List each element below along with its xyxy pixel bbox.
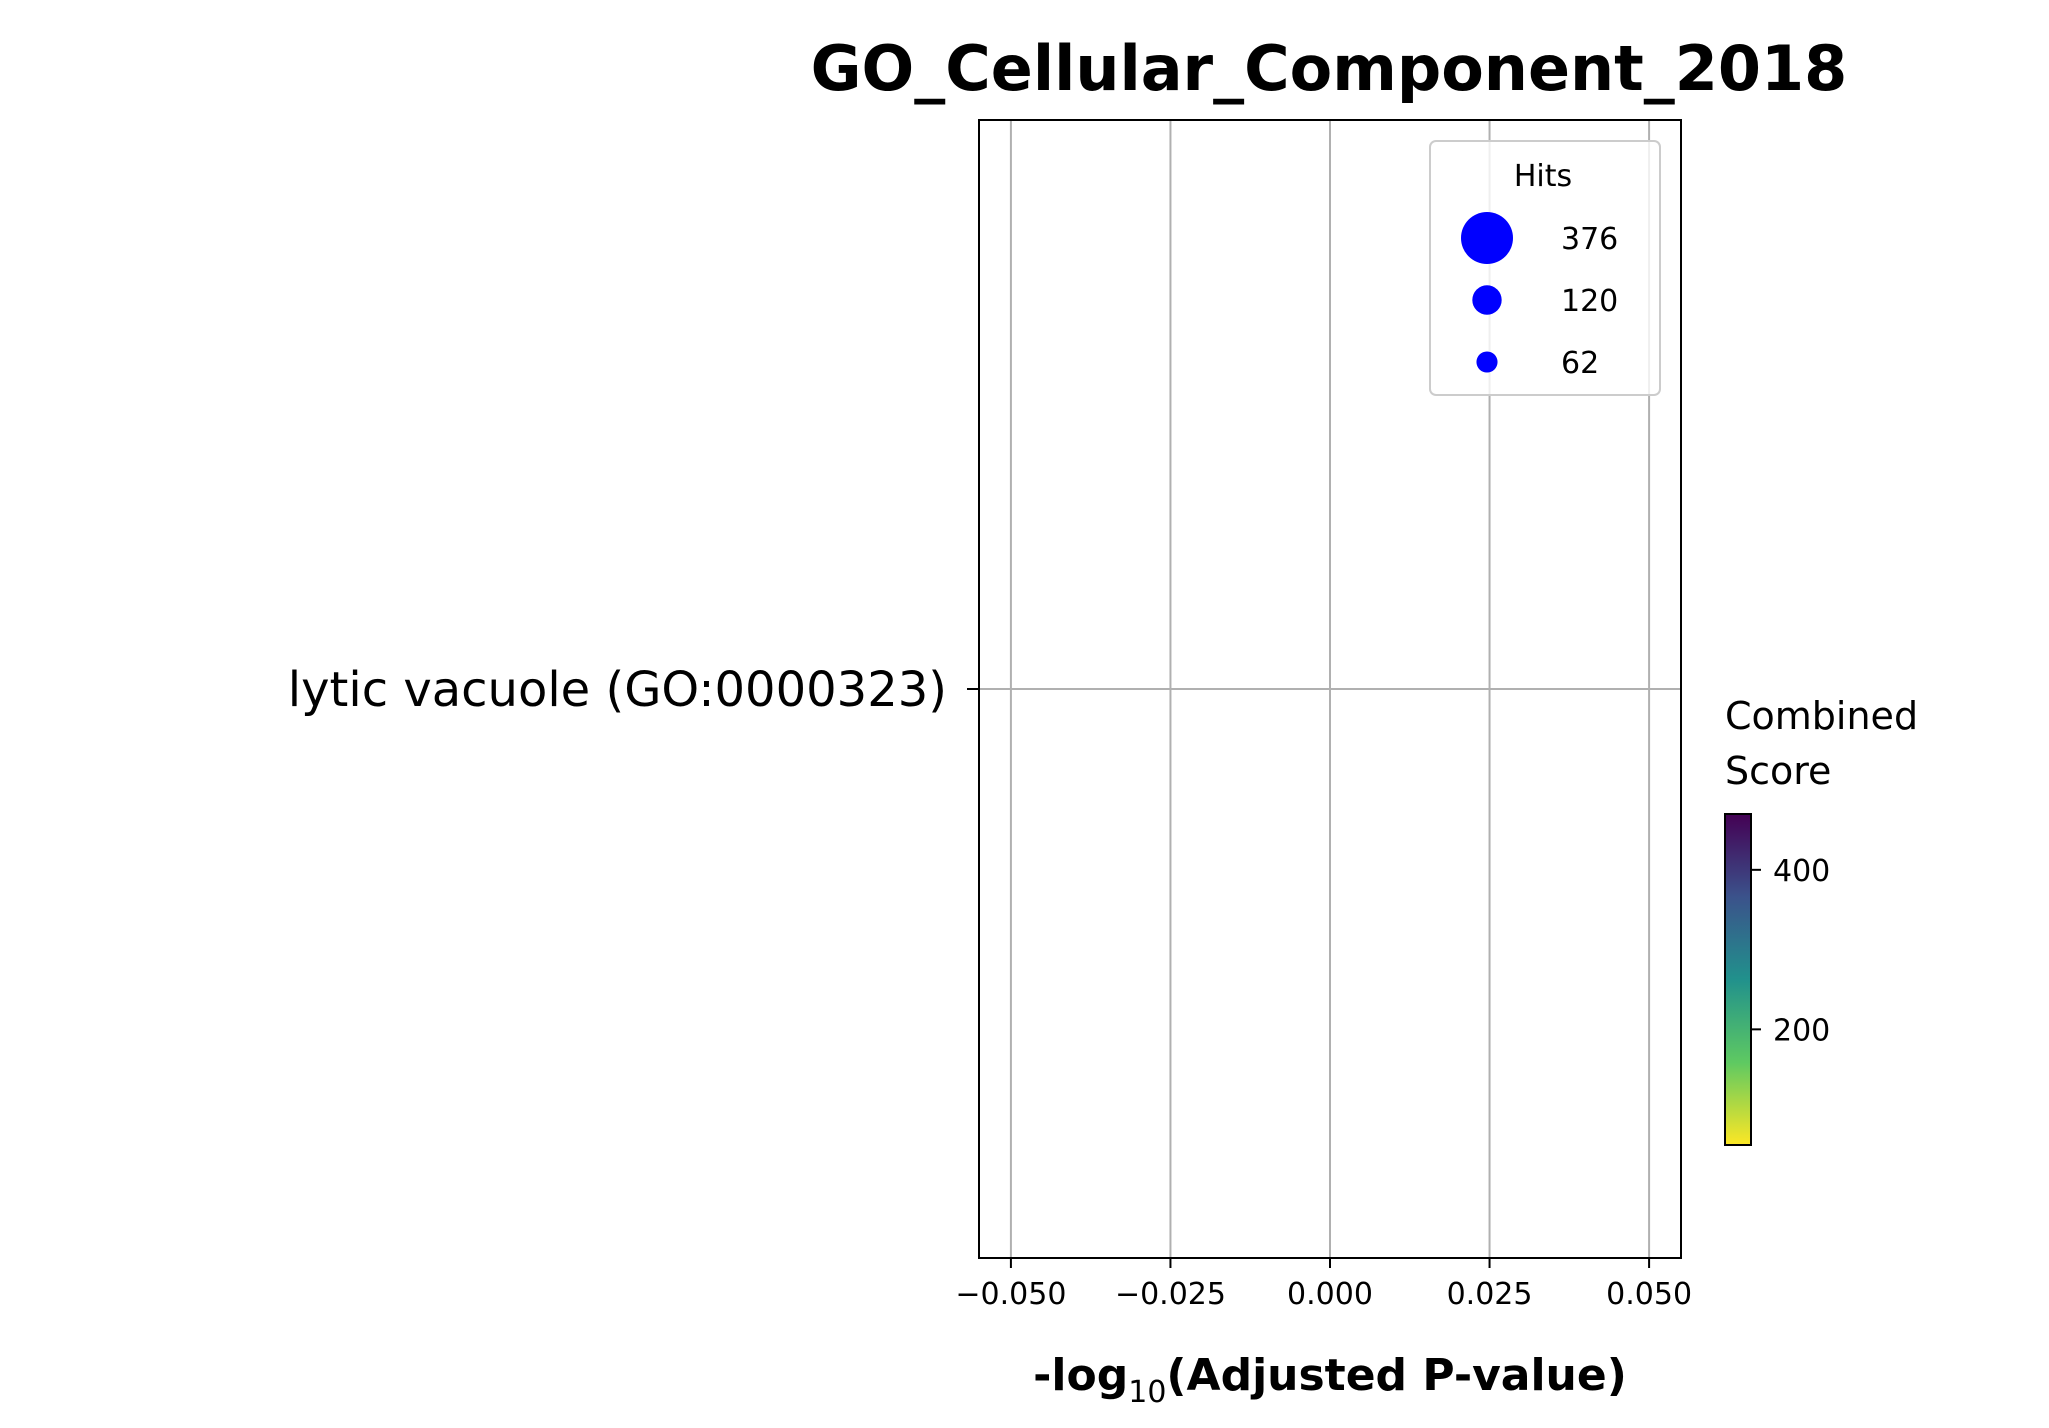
legend-marker: [1476, 351, 1498, 373]
x-tick-label: −0.050: [955, 1277, 1066, 1312]
x-axis-label-subscript: 10: [1128, 1375, 1166, 1410]
colorbar-ticks: 200 400: [1751, 854, 1830, 1048]
x-axis-label-suffix: (Adjusted P-value): [1166, 1350, 1626, 1401]
x-tick-label: −0.025: [1115, 1277, 1226, 1312]
x-axis-label: -log10(Adjusted P-value): [1033, 1350, 1627, 1410]
legend-label: 120: [1561, 284, 1618, 319]
x-tick-label: 0.050: [1606, 1277, 1692, 1312]
x-tick-label: 0.000: [1287, 1277, 1373, 1312]
legend: Hits 376 120 62: [1429, 140, 1661, 396]
x-axis-label-prefix: -log: [1033, 1350, 1128, 1401]
legend-box: [1429, 140, 1661, 396]
colorbar-gradient: [1724, 813, 1752, 1146]
legend-entries: 376 120 62: [1461, 212, 1618, 381]
colorbar-title-line-1: Combined: [1725, 694, 1918, 738]
colorbar-tick-label: 200: [1773, 1013, 1830, 1048]
colorbar-tick-label: 400: [1773, 854, 1830, 889]
legend-title: Hits: [1514, 159, 1572, 194]
colorbar: Combined Score 200 400: [1724, 694, 1918, 1146]
legend-label: 376: [1561, 222, 1618, 257]
y-axis-ticks: lytic vacuole (GO:0000323): [288, 662, 979, 718]
x-axis-ticks: −0.050 −0.025 0.000 0.025 0.050: [955, 1258, 1692, 1312]
x-tick-label: 0.025: [1447, 1277, 1533, 1312]
chart-title: GO_Cellular_Component_2018: [811, 32, 1848, 105]
legend-marker: [1461, 212, 1513, 264]
y-tick-label: lytic vacuole (GO:0000323): [288, 662, 947, 718]
legend-marker: [1472, 285, 1502, 315]
legend-label: 62: [1561, 346, 1599, 381]
colorbar-title-line-2: Score: [1725, 749, 1831, 793]
